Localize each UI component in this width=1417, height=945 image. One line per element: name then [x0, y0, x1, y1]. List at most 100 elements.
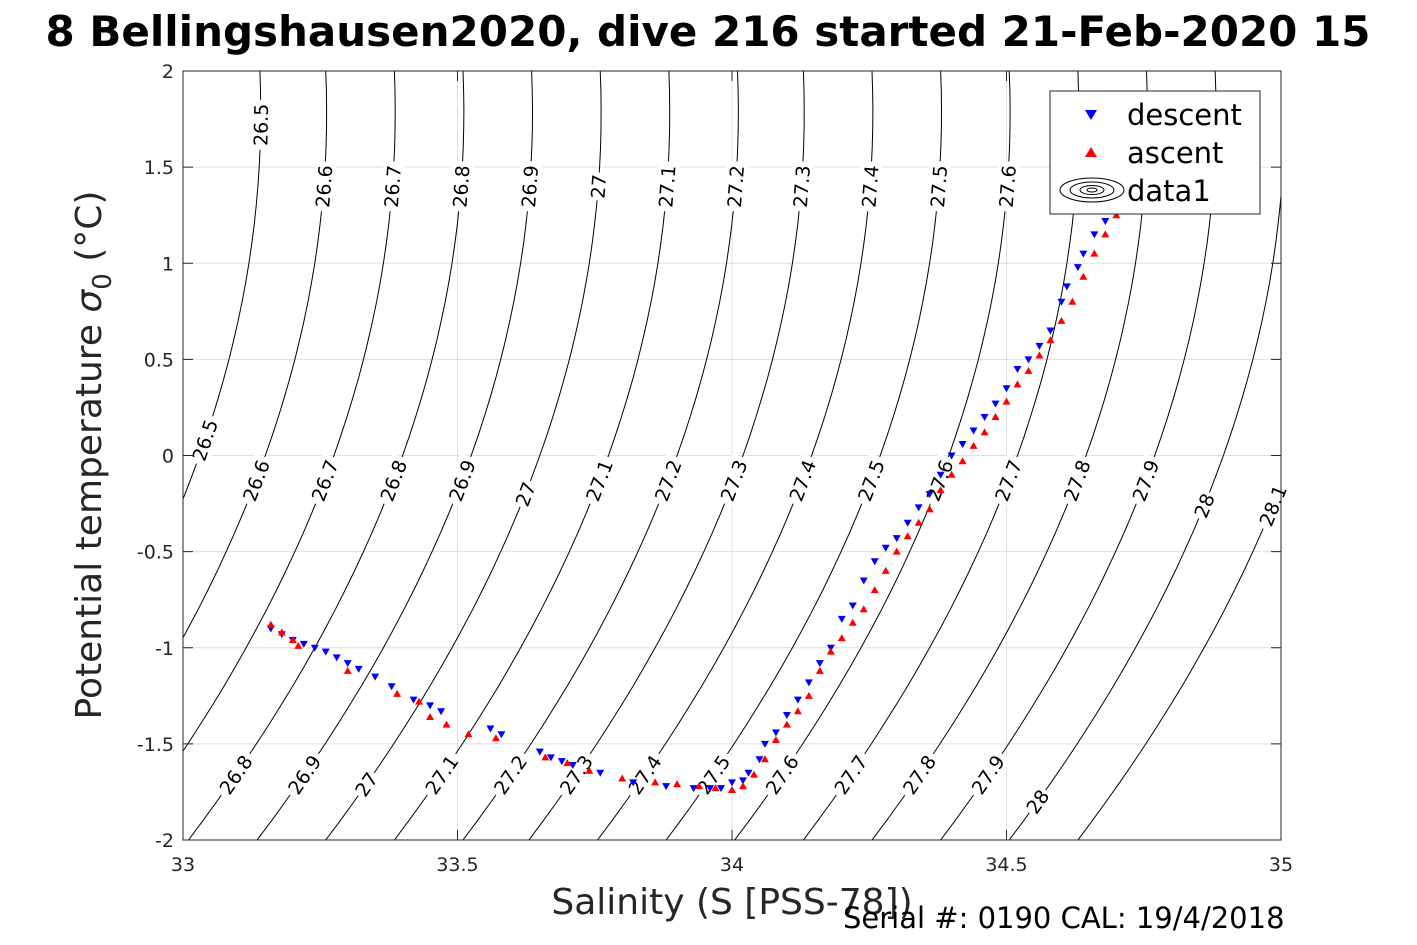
ascent-point [426, 712, 435, 720]
contour-label-27.6: 27.6 [996, 165, 1021, 209]
data-points [266, 211, 1121, 794]
descent-point [1101, 217, 1110, 225]
descent-point [437, 708, 446, 716]
contour-label-26.5: 26.5 [250, 104, 273, 147]
descent-point [870, 558, 879, 566]
ascent-point [1024, 366, 1033, 374]
contour-label-27.2: 27.2 [724, 165, 749, 209]
descent-point [1079, 250, 1088, 258]
descent-point [1035, 342, 1044, 350]
descent-point [1057, 298, 1066, 306]
legend-contour-icon [1059, 177, 1125, 203]
descent-point [662, 783, 671, 791]
ascent-point [1112, 211, 1121, 219]
descent-point [535, 748, 544, 756]
y-tick-label: 2 [162, 61, 174, 83]
ascent-point [1079, 272, 1088, 280]
contour-label-background [305, 453, 344, 508]
descent-point [892, 535, 901, 543]
descent-point [568, 762, 577, 770]
ascent-point [958, 457, 967, 465]
contour-label-26.7: 26.7 [381, 165, 406, 209]
y-tick-label: -0.5 [137, 542, 174, 564]
descent-point [848, 602, 857, 610]
contour-label-background [994, 160, 1021, 213]
ascent-point [464, 730, 473, 738]
contour-label-background [857, 160, 883, 213]
contour-label-background [648, 453, 688, 508]
ascent-point [837, 634, 846, 642]
legend-ascent-label: ascent [1127, 136, 1223, 170]
descent-point [728, 779, 736, 787]
contour-label-background [788, 160, 815, 213]
contour-label-background [758, 747, 806, 802]
contour-label-background [1020, 783, 1055, 820]
ascent-point [563, 759, 572, 767]
contour-label-27.1: 27.1 [655, 165, 680, 209]
legend: descent ascent data1 [1049, 90, 1261, 215]
contour-label-background [964, 747, 1012, 802]
ascent-point [294, 641, 303, 649]
descent-point [903, 519, 912, 527]
descent-point [804, 679, 813, 687]
descent-point [991, 400, 1000, 408]
contour-label-26.9: 26.9 [518, 165, 543, 209]
ascent-point [541, 753, 550, 761]
descent-point [596, 769, 605, 777]
y-tick-label: 0.5 [144, 349, 174, 371]
x-tick-label: 33 [171, 854, 195, 876]
ascent-point [491, 734, 500, 742]
ascent-point [848, 618, 857, 626]
descent-point [343, 660, 352, 668]
ascent-point [651, 778, 660, 786]
contour-label-background [249, 99, 273, 150]
descent-point [755, 756, 764, 764]
ascent-point [826, 647, 835, 655]
descent-point [815, 660, 824, 668]
contour-label-background [418, 747, 465, 802]
descent-point [958, 440, 967, 448]
contour-label-background [281, 747, 328, 802]
ascent-point [288, 636, 297, 644]
x-tick-label: 34.5 [985, 854, 1027, 876]
contour-label-background [1057, 453, 1097, 508]
contour-label-background [186, 412, 224, 468]
descent-point [354, 665, 363, 673]
legend-descent-label: descent [1127, 98, 1242, 132]
contour-label-26.8: 26.8 [449, 165, 474, 209]
legend-ascent-marker [1085, 147, 1097, 157]
x-axis-ticks: 33 33.5 34 34.5 35 [171, 71, 1293, 876]
y-tick-label: -2 [155, 830, 174, 852]
ascent-point [277, 628, 286, 636]
ascent-point [1013, 380, 1022, 388]
ascent-point [673, 780, 682, 788]
contour-label-background [654, 160, 680, 213]
descent-point [1024, 356, 1033, 364]
descent-point [1062, 283, 1071, 291]
contour-label-background [827, 747, 874, 802]
descent-point [497, 731, 506, 739]
ascent-point [1046, 336, 1055, 344]
descent-point [321, 648, 330, 656]
contour-label-background [379, 160, 406, 213]
ascent-point [1002, 397, 1011, 405]
descent-point [310, 644, 319, 652]
contour-label-background [851, 453, 891, 508]
ascent-point [804, 691, 813, 699]
contour-label-background [621, 747, 668, 802]
ascent-point [728, 786, 736, 794]
x-tick-label: 35 [1269, 854, 1293, 876]
ascent-point [991, 413, 1000, 421]
ascent-point [618, 774, 627, 782]
contour-label-background [714, 453, 753, 508]
legend-descent-marker [1085, 110, 1097, 120]
descent-point [782, 712, 791, 720]
ascent-point [393, 689, 402, 697]
ascent-point [738, 782, 747, 790]
descent-point [426, 702, 435, 710]
contour-label-background [510, 476, 541, 512]
ascent-point [585, 766, 594, 774]
descent-point [689, 785, 698, 793]
y-tick-label: 1.5 [144, 157, 174, 179]
